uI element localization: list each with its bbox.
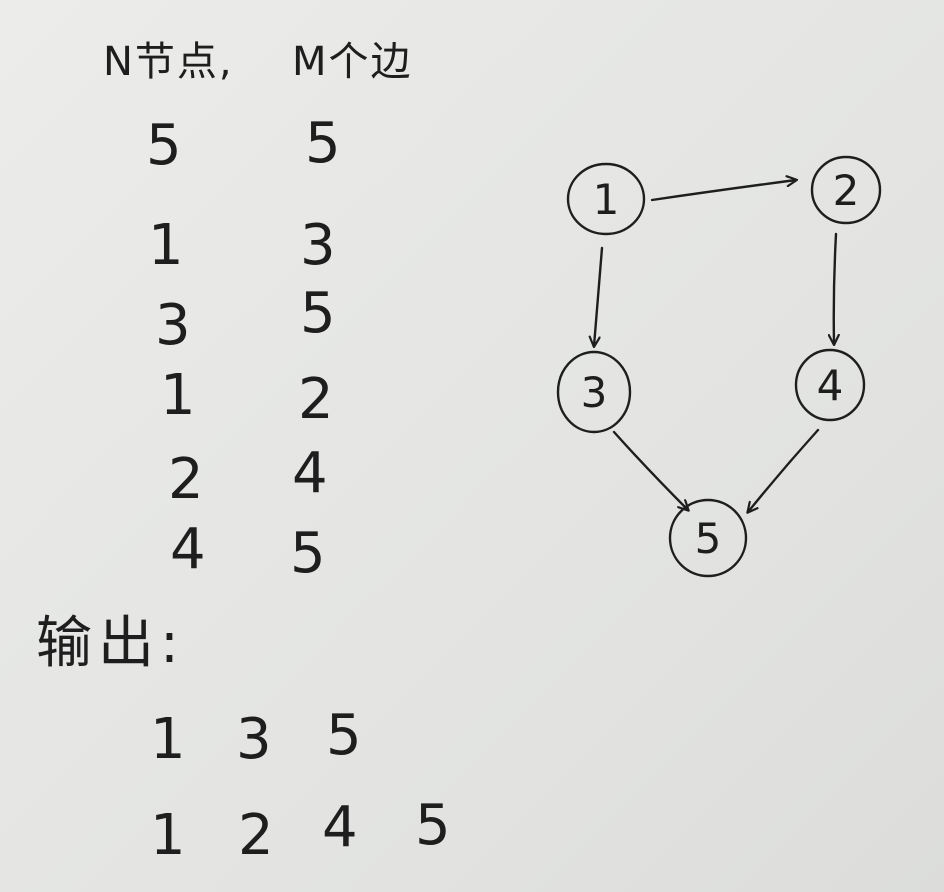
node-4-label: 4 (817, 361, 844, 410)
node-2-circle (810, 155, 882, 225)
edge-3-5 (612, 430, 688, 510)
node-5-circle (668, 498, 748, 578)
graph-node-4: 4 (794, 348, 866, 422)
output-path-2-step-2: 2 (238, 803, 274, 868)
edge-2-4 (834, 232, 836, 344)
output-label: 输出: (36, 611, 185, 676)
input-row-2-a: 1 (148, 213, 184, 278)
input-row-4-b: 2 (298, 367, 334, 432)
graph-node-2: 2 (810, 155, 882, 225)
node-3-circle (556, 350, 632, 434)
nodes-header: N节点, (103, 39, 234, 85)
output-path-2-step-1: 1 (150, 803, 186, 868)
output-path-2-step-3: 4 (322, 795, 358, 860)
edge-1-2 (650, 180, 796, 202)
graph-node-1: 1 (566, 162, 646, 236)
input-row-6-b: 5 (290, 521, 326, 586)
input-row-3-b: 5 (300, 281, 336, 346)
output-path-1-step-3: 5 (326, 703, 362, 768)
edge-4-5 (748, 428, 820, 512)
input-row-3-a: 3 (155, 293, 191, 358)
input-row-1-m: 5 (305, 111, 341, 176)
graph-edges (594, 180, 836, 512)
node-4-circle (794, 348, 866, 422)
output-path-1-step-2: 3 (236, 707, 272, 772)
edges-header: M个边 (292, 39, 413, 85)
input-row-2-b: 3 (300, 213, 336, 278)
edge-1-3 (594, 246, 604, 346)
node-5-label: 5 (695, 514, 722, 563)
input-row-4-a: 1 (160, 363, 196, 428)
node-1-circle (566, 162, 646, 236)
node-2-label: 2 (833, 166, 860, 215)
input-row-6-a: 4 (170, 517, 206, 582)
input-row-5-b: 4 (292, 441, 328, 506)
output-path-2-step-4: 5 (415, 793, 451, 858)
node-3-label: 3 (581, 368, 608, 417)
output-path-1-step-1: 1 (150, 707, 186, 772)
graph-node-5: 5 (668, 498, 748, 578)
node-1-label: 1 (593, 175, 620, 224)
input-row-1-n: 5 (146, 113, 182, 178)
input-row-5-a: 2 (168, 447, 204, 512)
graph-node-3: 3 (556, 350, 632, 434)
